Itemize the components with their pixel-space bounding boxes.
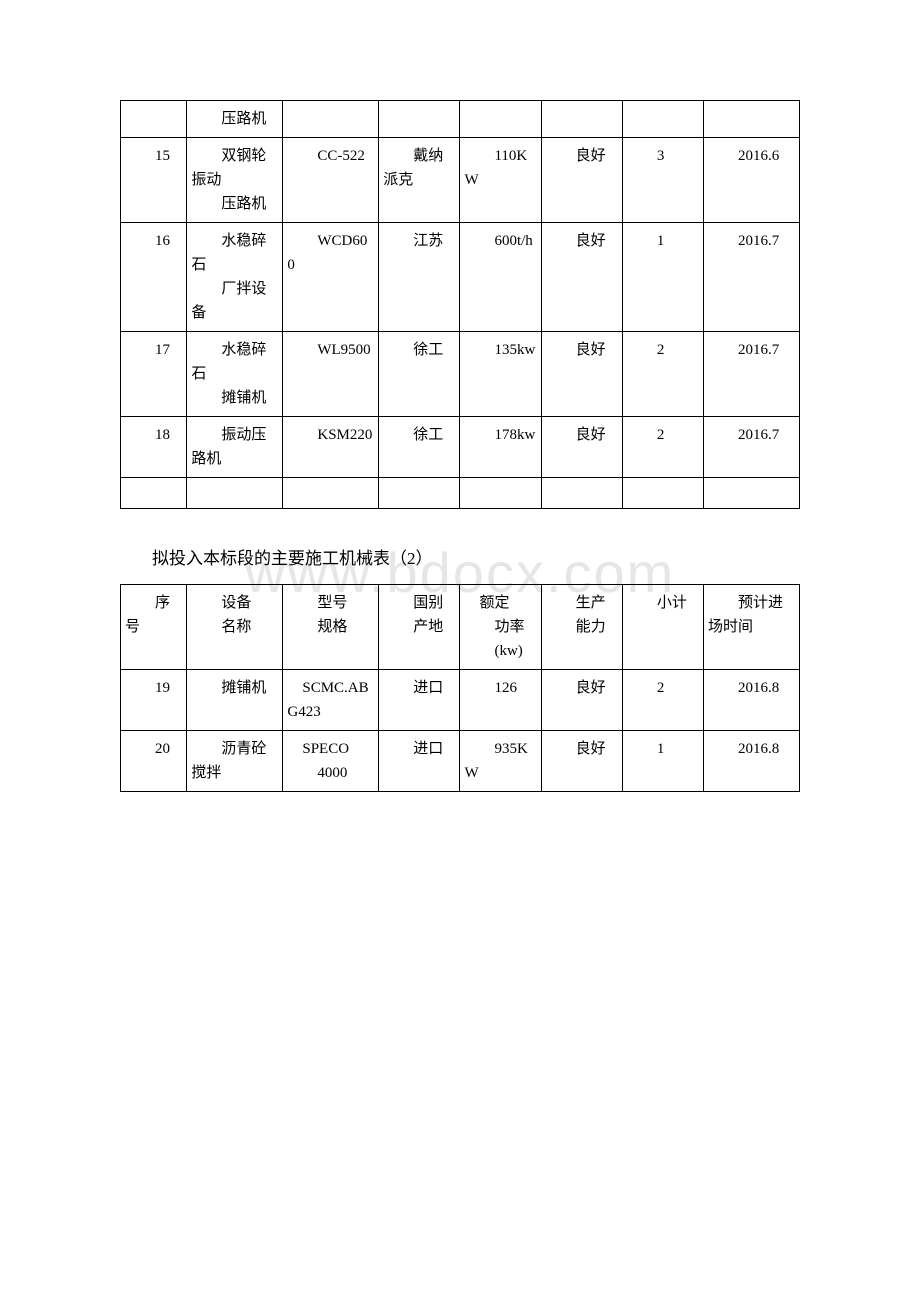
cell-time: 2016.7 (703, 417, 799, 478)
cell-name: 振动压路机 (187, 417, 283, 478)
cell-count: 1 (622, 223, 703, 332)
cell-capacity: 良好 (541, 417, 622, 478)
header-power: 额定 功率 (kw) (460, 585, 541, 670)
table-row: 16 水稳碎石 厂拌设备 WCD600 江苏 600t/h 良好 1 2016.… (121, 223, 800, 332)
header-model: 型号 规格 (283, 585, 379, 670)
cell-name-line: 厂拌设备 (191, 277, 278, 325)
cell-count: 1 (622, 731, 703, 792)
table-header-row: 序号 设备 名称 型号 规格 国别 产地 额定 功率 (kw) (121, 585, 800, 670)
table-row: 20 沥青砼搅拌 SPECO 4000 进口 935KW 良好 1 2016.8 (121, 731, 800, 792)
cell-name-line: 水稳碎石 (191, 229, 278, 277)
cell-count: 2 (622, 417, 703, 478)
cell-seq: 15 (121, 138, 187, 223)
cell-seq: 20 (121, 731, 187, 792)
cell-model: SPECO 4000 (283, 731, 379, 792)
cell-origin: 徐工 (379, 417, 460, 478)
cell-origin: 进口 (379, 670, 460, 731)
equipment-table-2: 序号 设备 名称 型号 规格 国别 产地 额定 功率 (kw) (120, 584, 800, 792)
cell-origin: 戴纳派克 (379, 138, 460, 223)
cell-count: 3 (622, 138, 703, 223)
cell-name: 双钢轮振动 压路机 (187, 138, 283, 223)
cell-name: 摊铺机 (187, 670, 283, 731)
cell-name: 压路机 (187, 101, 283, 138)
cell-name-line: 振动压路机 (191, 423, 278, 471)
cell-time: 2016.6 (703, 138, 799, 223)
cell-capacity: 良好 (541, 332, 622, 417)
cell-time: 2016.8 (703, 731, 799, 792)
cell-power: 600t/h (460, 223, 541, 332)
cell-capacity: 良好 (541, 731, 622, 792)
cell-seq: 19 (121, 670, 187, 731)
cell-name-line: 摊铺机 (191, 386, 266, 410)
cell-seq: 17 (121, 332, 187, 417)
cell-model: CC-522 (283, 138, 379, 223)
cell-model: SCMC.ABG423 (283, 670, 379, 731)
cell-power: 126 (460, 670, 541, 731)
cell-name: 沥青砼搅拌 (187, 731, 283, 792)
cell-count: 2 (622, 670, 703, 731)
cell-time: 2016.7 (703, 223, 799, 332)
cell-seq (121, 101, 187, 138)
cell-time: 2016.8 (703, 670, 799, 731)
cell-name: 水稳碎石 厂拌设备 (187, 223, 283, 332)
cell-model: WCD600 (283, 223, 379, 332)
cell-name-line: 双钢轮振动 (191, 144, 278, 192)
cell-power (460, 101, 541, 138)
cell-power: 178kw (460, 417, 541, 478)
equipment-table-1: 压路机 15 双钢轮振动 压路机 CC-522 戴纳派克 110KW 良好 (120, 100, 800, 509)
cell-origin (379, 101, 460, 138)
header-origin: 国别 产地 (379, 585, 460, 670)
cell-power: 110KW (460, 138, 541, 223)
cell-power: 135kw (460, 332, 541, 417)
cell-count: 2 (622, 332, 703, 417)
cell-capacity: 良好 (541, 670, 622, 731)
table-row-empty (121, 478, 800, 509)
header-seq: 序号 (121, 585, 187, 670)
cell-power: 935KW (460, 731, 541, 792)
table-caption-2: 拟投入本标段的主要施工机械表（2） (152, 545, 800, 572)
cell-count (622, 101, 703, 138)
table-row: 18 振动压路机 KSM220 徐工 178kw 良好 2 2016.7 (121, 417, 800, 478)
cell-capacity: 良好 (541, 138, 622, 223)
cell-name-line: 压路机 (191, 107, 266, 131)
header-time: 预计进场时间 (703, 585, 799, 670)
cell-name-line: 压路机 (191, 192, 266, 216)
cell-capacity: 良好 (541, 223, 622, 332)
cell-name-line: 水稳碎石 (191, 338, 278, 386)
table-row: 17 水稳碎石 摊铺机 WL9500 徐工 135kw 良好 2 2016.7 (121, 332, 800, 417)
cell-model (283, 101, 379, 138)
cell-name: 水稳碎石 摊铺机 (187, 332, 283, 417)
cell-time: 2016.7 (703, 332, 799, 417)
header-capacity: 生产 能力 (541, 585, 622, 670)
cell-seq: 16 (121, 223, 187, 332)
table-row: 19 摊铺机 SCMC.ABG423 进口 126 良好 2 2016.8 (121, 670, 800, 731)
cell-model: WL9500 (283, 332, 379, 417)
header-count: 小计 (622, 585, 703, 670)
cell-origin: 进口 (379, 731, 460, 792)
header-name: 设备 名称 (187, 585, 283, 670)
table-row: 15 双钢轮振动 压路机 CC-522 戴纳派克 110KW 良好 3 2016… (121, 138, 800, 223)
cell-origin: 徐工 (379, 332, 460, 417)
table-row: 压路机 (121, 101, 800, 138)
cell-capacity (541, 101, 622, 138)
cell-time (703, 101, 799, 138)
cell-model: KSM220 (283, 417, 379, 478)
cell-origin: 江苏 (379, 223, 460, 332)
cell-seq: 18 (121, 417, 187, 478)
